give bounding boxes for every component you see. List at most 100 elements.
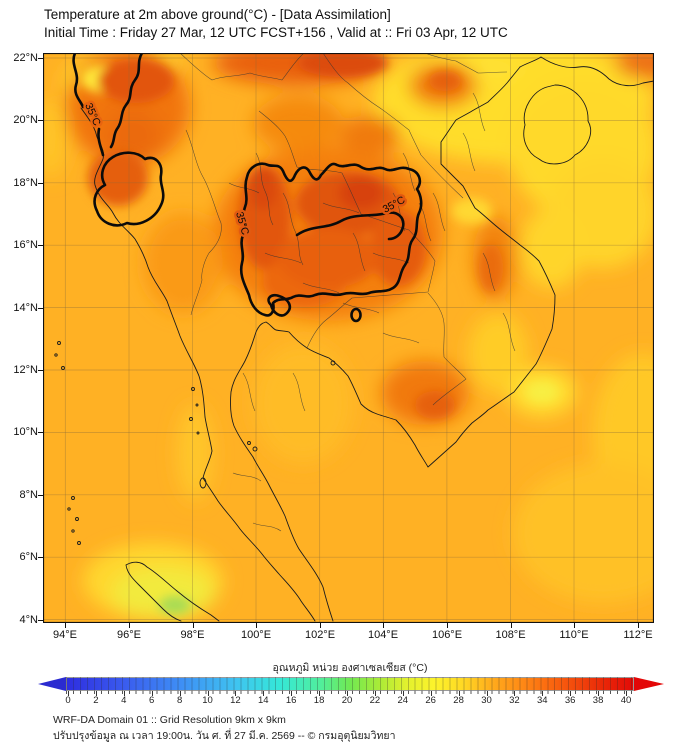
lon-tick-label: 112°E <box>623 629 653 641</box>
colorbar-major-tick <box>179 691 181 696</box>
lat-tick-mark <box>38 183 43 184</box>
lon-tick-mark <box>129 623 130 628</box>
coastlines <box>54 56 654 622</box>
colorbar-major-tick <box>151 691 153 696</box>
colorbar-tick-label: 4 <box>121 695 127 706</box>
lon-tick-mark <box>638 623 639 628</box>
lon-tick-label: 100°E <box>240 629 272 641</box>
lon-tick-mark <box>320 623 321 628</box>
lon-tick-label: 102°E <box>304 629 336 641</box>
lat-tick-mark <box>38 557 43 558</box>
colorbar-major-tick <box>347 691 348 696</box>
colorbar-tick-label: 40 <box>620 695 632 706</box>
lat-tick-label: 8°N <box>19 489 38 501</box>
lat-tick-label: 20°N <box>13 114 38 126</box>
colorbar-major-tick <box>235 691 237 696</box>
chart-title: Temperature at 2m above ground(°C) - [Da… <box>44 7 391 22</box>
colorbar-tick-label: 14 <box>258 695 269 706</box>
colorbar-tick-label: 20 <box>341 695 353 706</box>
colorbar-minor-ticks <box>66 691 634 694</box>
footer-update-info: ปรับปรุงข้อมูล ณ เวลา 19:00น. วัน ศ. ที่… <box>53 730 396 742</box>
colorbar-tick-label: 2 <box>93 695 99 706</box>
colorbar-tick-label: 12 <box>230 695 241 706</box>
chart-subtitle: Initial Time : Friday 27 Mar, 12 UTC FCS… <box>44 25 508 40</box>
colorbar-tick-label: 8 <box>176 695 183 706</box>
lon-tick-label: 98°E <box>180 629 205 641</box>
colorbar-tick-label: 34 <box>537 695 548 706</box>
lon-tick-mark <box>192 623 194 628</box>
temperature-map: 35°C 35°C 35°C <box>43 53 654 623</box>
lon-tick-mark <box>256 623 257 628</box>
lat-tick-mark <box>38 308 43 309</box>
colorbar-tick-label: 38 <box>592 695 604 706</box>
colorbar-tick-label: 36 <box>564 695 576 706</box>
colorbar-major-tick <box>514 691 516 696</box>
colorbar-major-tick <box>570 691 572 696</box>
lon-tick-mark <box>447 623 448 628</box>
lon-tick-label: 108°E <box>495 629 526 641</box>
lon-tick-label: 104°E <box>367 629 399 641</box>
colorbar-major-tick <box>291 691 293 696</box>
footer-domain-info: WRF-DA Domain 01 :: Grid Resolution 9km … <box>53 714 286 726</box>
lat-tick-mark <box>38 620 43 621</box>
lat-tick-label: 18°N <box>13 177 38 189</box>
colorbar-tick-label: 10 <box>202 695 213 706</box>
colorbar-tick-label: 26 <box>425 695 436 706</box>
lat-tick-mark <box>38 58 43 59</box>
lat-tick-label: 12°N <box>13 364 38 376</box>
lat-tick-mark <box>38 245 43 246</box>
colorbar-tick-label: 22 <box>369 695 381 706</box>
colorbar-major-tick <box>542 691 544 696</box>
admin-borders <box>179 53 516 532</box>
lat-tick-label: 16°N <box>13 239 38 251</box>
lat-tick-label: 4°N <box>19 614 38 626</box>
colorbar-major-tick <box>123 691 125 696</box>
lon-tick-mark <box>383 623 384 628</box>
colorbar-tick-label: 32 <box>509 695 520 706</box>
lon-tick-label: 94°E <box>53 629 77 641</box>
lon-tick-mark <box>65 623 66 628</box>
lat-tick-label: 10°N <box>13 426 38 438</box>
lat-tick-label: 6°N <box>19 551 38 563</box>
map-frame-border <box>43 53 654 623</box>
colorbar-major-tick <box>319 691 321 696</box>
colorbar-gradient <box>66 677 634 691</box>
colorbar-left-arrow <box>38 677 66 691</box>
lon-tick-mark <box>574 623 575 628</box>
colorbar-segment-dividers <box>66 677 634 691</box>
title-block: Temperature at 2m above ground(°C) - [Da… <box>44 6 508 42</box>
colorbar-major-tick <box>430 691 432 696</box>
lat-tick-mark <box>38 495 43 496</box>
colorbar-major-tick <box>207 691 209 696</box>
graticule-grid <box>43 53 654 623</box>
colorbar-major-tick <box>374 691 376 696</box>
lat-tick-mark <box>38 370 43 371</box>
colorbar-major-tick <box>68 691 69 696</box>
colorbar-tick-label: 0 <box>65 695 71 706</box>
colorbar-major-tick <box>626 691 627 696</box>
lon-tick-label: 106°E <box>431 629 463 641</box>
colorbar-major-tick <box>458 691 460 696</box>
lat-tick-mark <box>38 120 43 121</box>
map-canvas: 35°C 35°C 35°C <box>43 53 654 623</box>
colorbar-major-tick <box>263 691 265 696</box>
colorbar-tick-label: 24 <box>397 695 409 706</box>
lon-tick-label: 110°E <box>559 629 589 641</box>
lat-tick-label: 14°N <box>13 302 38 314</box>
lat-tick-label: 22°N <box>13 52 38 64</box>
lon-tick-label: 96°E <box>117 629 141 641</box>
colorbar-label: อุณหภูมิ หน่วย องศาเซลเซียส (°C) <box>272 662 428 674</box>
contour-lines-35c <box>72 53 423 323</box>
colorbar-major-tick <box>95 691 97 696</box>
colorbar-major-tick <box>486 691 488 696</box>
colorbar-tick-label: 30 <box>481 695 492 706</box>
colorbar-tick-label: 18 <box>313 695 325 706</box>
lat-tick-mark <box>38 432 43 433</box>
colorbar-major-tick <box>598 691 600 696</box>
lon-tick-mark <box>510 623 512 628</box>
colorbar-right-arrow <box>634 677 664 691</box>
colorbar-tick-label: 28 <box>453 695 464 706</box>
colorbar-major-tick <box>402 691 404 696</box>
colorbar-tick-label: 16 <box>285 695 297 706</box>
